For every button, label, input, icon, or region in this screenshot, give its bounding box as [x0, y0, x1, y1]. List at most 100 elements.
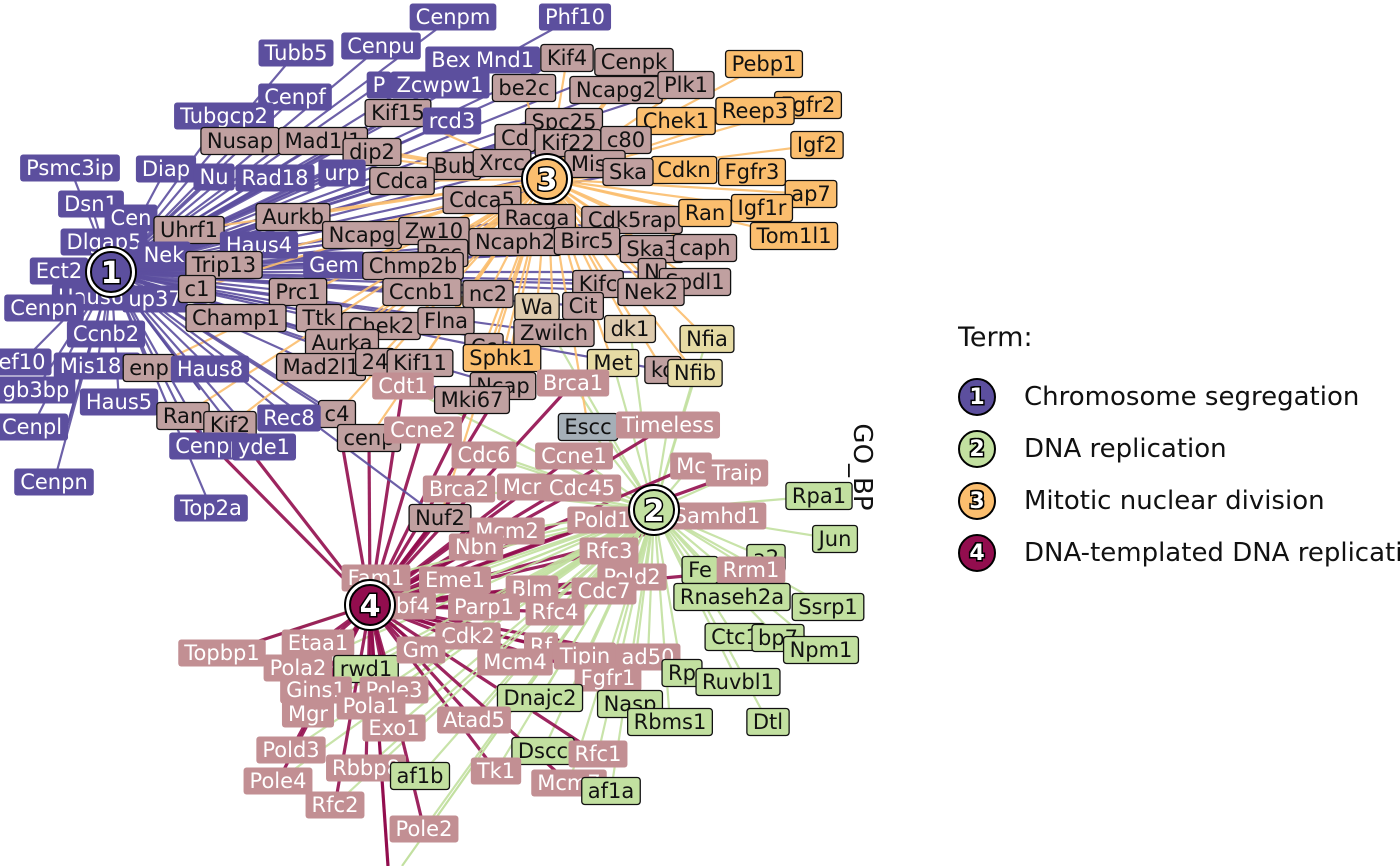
gene-label-box: [535, 442, 613, 470]
gene-node: Zw10: [398, 216, 470, 246]
gene-label: Ccnb1: [389, 280, 455, 304]
gene-node: gb3bp: [0, 376, 76, 404]
gene-node: Gm: [396, 636, 446, 664]
gene-label: Cenpm: [416, 5, 491, 29]
gene-node: be2c: [491, 73, 557, 103]
legend-key-4: 4: [958, 534, 996, 572]
gene-label-box: [496, 683, 584, 713]
gene-label: c80: [607, 128, 645, 152]
gene-node: Pola2: [263, 654, 333, 682]
gene-label: Prc1: [275, 280, 320, 304]
gene-label: Cenpf: [264, 85, 326, 109]
gene-node: Top2a: [174, 494, 248, 522]
gene-label-box: [341, 32, 421, 60]
gene-node: Haus5: [79, 388, 159, 416]
gene-label: Top2a: [179, 496, 242, 520]
gene-label-box: [318, 159, 366, 187]
gene-label: Etaa1: [288, 631, 349, 655]
gene-label: Rp: [668, 661, 696, 685]
gene-label-box: [305, 791, 365, 819]
gene-label: Rfc4: [532, 600, 579, 624]
gene-node: Ska3: [619, 234, 685, 264]
hub-core: [526, 158, 568, 200]
gene-node: Mcr: [496, 473, 548, 501]
gene-label: Atad5: [443, 708, 505, 732]
gene-label: Cenpn: [10, 296, 78, 320]
gene-label-box: [417, 306, 475, 336]
gene-node: Ska: [602, 157, 654, 187]
gene-label-box: [137, 241, 191, 269]
gene-node: P: [366, 71, 392, 99]
gene-node: Cdc45: [542, 474, 622, 502]
gene-label-box: [435, 622, 501, 650]
gene-node: Birc5: [553, 226, 621, 256]
gene-label-box: [372, 372, 434, 400]
gene-label: Ran: [163, 404, 203, 428]
gene-label: Dscc: [518, 739, 568, 763]
gene-node: Nusap: [200, 126, 280, 156]
gene-label: Npm1: [790, 638, 853, 662]
gene-node: Rbbp8: [326, 754, 406, 782]
gene-label: Rec8: [263, 406, 314, 430]
gene-node: Cenpm: [409, 3, 497, 31]
gene-label-box: [258, 83, 332, 111]
gene-label: Nbn: [455, 535, 497, 559]
gene-node: Gins1: [280, 676, 352, 704]
gene-node: Kif22: [534, 128, 602, 158]
gene-label-box: [678, 198, 732, 228]
gene-label-box: [418, 566, 492, 594]
gene-label-box: [462, 279, 514, 309]
gene-node: Topbp1: [178, 639, 266, 667]
gene-label: Dnajc2: [503, 686, 576, 710]
legend-label-3: Mitotic nuclear division: [1024, 486, 1325, 516]
gene-node: af1b: [389, 761, 451, 791]
gene-node: af1a: [581, 776, 641, 806]
legend-label-2: DNA replication: [1024, 434, 1227, 464]
gene-label: Cdkn: [657, 158, 710, 182]
gene-label-box: [567, 506, 637, 534]
gene-label: Ska: [609, 160, 647, 184]
gene-label: Tipin: [559, 644, 611, 668]
gene-node: Cenpn: [14, 468, 94, 496]
gene-node: Brca2: [422, 475, 496, 503]
gene-label: Mc: [676, 454, 706, 478]
gene-label: Cd: [501, 126, 529, 150]
gene-label-box: [470, 757, 522, 785]
term-hub-2: 2: [628, 484, 680, 536]
gene-label: Ruvbl1: [702, 670, 774, 694]
gene-label-box: [724, 49, 804, 79]
gene-label: Jun: [817, 527, 852, 551]
gene-label-box: [178, 639, 266, 667]
gene-label: Mki67: [441, 388, 504, 412]
gene-node: Uhrf1: [153, 215, 225, 245]
gene-label: Aurkb: [262, 205, 324, 229]
gene-label: Eme1: [425, 568, 485, 592]
gene-node: Pola1: [336, 692, 406, 720]
gene-label: Ssrp1: [798, 595, 858, 619]
legend-key-2: 2: [958, 430, 996, 468]
gene-label: Nfib: [674, 361, 716, 385]
gene-node: Ccnb2: [66, 320, 146, 348]
gene-label: Nuf2: [415, 506, 465, 530]
gene-label: Dtl: [753, 710, 783, 734]
gene-label-box: [390, 71, 490, 99]
gene-node: Xrcc: [472, 148, 532, 178]
gene-node: Tk1: [470, 757, 522, 785]
gene-label-box: [256, 736, 326, 764]
gene-label: Kif11: [393, 351, 447, 375]
gene-node: Igf2: [790, 130, 844, 160]
gene-label-box: [396, 636, 446, 664]
gene-node: Ssrp1: [791, 592, 865, 622]
gene-label: Ncaph2: [475, 230, 555, 254]
gene-node: Rp: [661, 658, 703, 688]
gene-label-box: [29, 257, 89, 285]
gene-label: Gem: [309, 253, 359, 277]
gene-label: Ncapg2: [576, 78, 656, 102]
gene-node: Racga: [497, 203, 577, 233]
hub-number: 1: [101, 256, 122, 291]
gene-label-box: [448, 533, 504, 561]
gene-label-box: [749, 221, 839, 251]
gene-label: Parp1: [454, 595, 514, 619]
gene-label: Cen: [111, 206, 152, 230]
gene-node: caph: [672, 233, 738, 263]
